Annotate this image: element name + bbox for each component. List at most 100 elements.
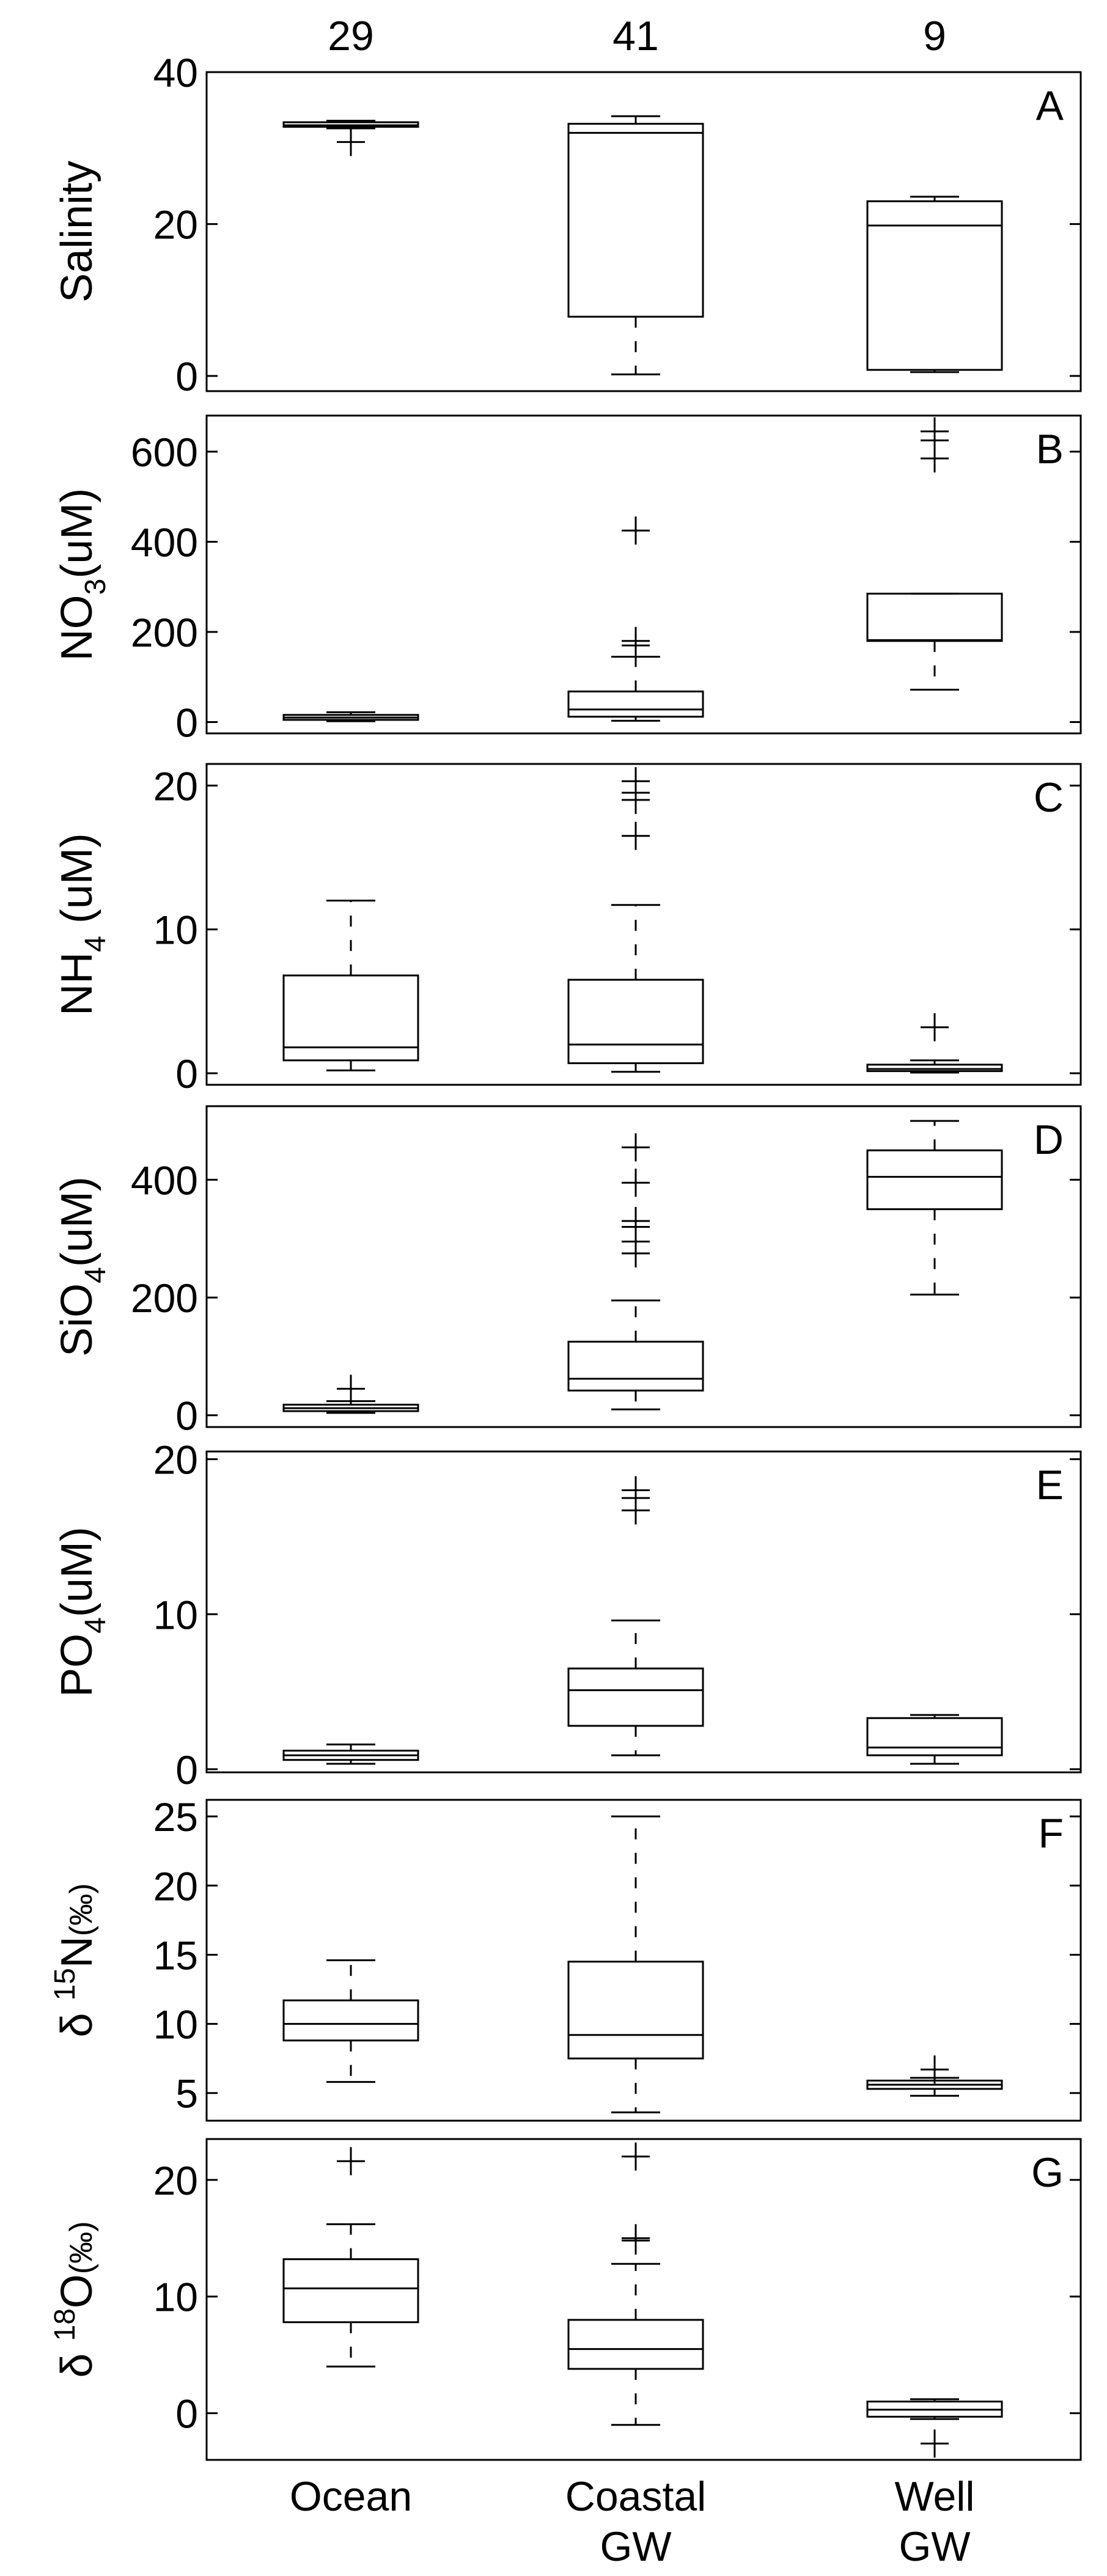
box-iqr: [567, 123, 704, 318]
box-0: [282, 1959, 419, 2083]
outlier-marker: [921, 1013, 949, 1041]
box-iqr: [866, 1149, 1003, 1211]
box-iqr: [567, 2319, 704, 2370]
y-axis-label-symbol: δ: [53, 2000, 101, 2037]
x-label-1: Coastal: [565, 2473, 707, 2520]
y-tick-label: 5: [175, 2071, 198, 2116]
box-2: [866, 417, 1003, 691]
panel-g: G 0 10 20 δ 18O(‰): [49, 2138, 1082, 2461]
y-axis-label-base: NO: [53, 595, 101, 661]
y-axis-label-sub: 4: [79, 1617, 112, 1634]
y-axis-label: SiO4(uM): [53, 1176, 112, 1357]
y-axis-label: PO4(uM): [53, 1527, 112, 1697]
axes-frame: [205, 414, 1082, 735]
box-1: [567, 767, 704, 1073]
box-1: [567, 1815, 704, 2113]
box-1: [567, 1133, 704, 1411]
sample-counts: 29 41 9: [328, 13, 946, 59]
y-tick-label: 10: [153, 2275, 198, 2320]
y-tick-label: 20: [153, 2158, 198, 2203]
y-tick-label: 20: [153, 1863, 198, 1909]
y-tick-label: 15: [153, 1932, 198, 1978]
y-axis-label-tail: (uM): [53, 1176, 101, 1267]
box-2: [866, 1714, 1003, 1765]
axes-frame: [205, 1105, 1082, 1428]
y-axis-label: δ 15N(‰): [49, 1883, 101, 2037]
box-iqr: [866, 1063, 1003, 1073]
y-tick-label: 0: [175, 1393, 198, 1439]
box-1: [567, 115, 704, 376]
outlier-marker: [921, 2429, 949, 2458]
box-2: [866, 196, 1003, 373]
y-axis-label-sub: 3: [79, 579, 112, 595]
y-axis-label: NO3(uM): [53, 488, 112, 661]
box-iqr: [567, 1961, 704, 2060]
box-iqr: [282, 2258, 419, 2324]
panels: A02040SalinityB0200400600NO3(uM)C01020NH…: [49, 50, 1082, 2461]
panel-b: B 0 200 400 600 NO3(uM): [53, 414, 1082, 746]
box-0: [282, 2147, 419, 2368]
panel-letter: A: [1036, 83, 1064, 129]
y-tick-label: 400: [131, 520, 198, 565]
outlier-marker: [622, 1133, 650, 1162]
box-0: [282, 711, 419, 722]
panel-letter: D: [1034, 1117, 1064, 1163]
box-iqr: [866, 592, 1003, 642]
sample-count-2: 9: [923, 13, 946, 59]
x-sublabel-1: GW: [600, 2523, 671, 2570]
outlier-marker: [622, 1169, 650, 1197]
y-tick-label: 20: [153, 763, 198, 809]
outlier-marker: [622, 1476, 650, 1505]
box-iqr: [866, 200, 1003, 371]
y-axis-label-base: NH: [53, 952, 101, 1016]
outlier-marker: [622, 516, 650, 545]
box-0: [282, 120, 419, 156]
y-axis-label-unit: (‰): [64, 2221, 99, 2274]
box-0: [282, 1374, 419, 1414]
y-tick-label: 10: [153, 2002, 198, 2047]
y-tick-label: 0: [175, 1051, 198, 1096]
axes-frame: [205, 2138, 1082, 2461]
outlier-marker: [622, 821, 650, 850]
y-tick-label: 0: [175, 2391, 198, 2437]
box-1: [567, 2142, 704, 2426]
outlier-marker: [337, 2147, 365, 2176]
box-iqr: [282, 1999, 419, 2042]
box-iqr: [567, 690, 704, 718]
x-label-0: Ocean: [290, 2473, 412, 2520]
panel-letter: F: [1038, 1810, 1064, 1857]
y-axis-label-tail: (uM): [53, 833, 101, 936]
box-iqr: [567, 1667, 704, 1727]
y-axis-label-tail: O: [53, 2274, 101, 2308]
y-axis-label-tail: (uM): [53, 488, 101, 579]
y-tick-label: 600: [131, 430, 198, 475]
y-tick-label: 0: [175, 354, 198, 399]
outlier-marker: [622, 2142, 650, 2171]
panel-d: D 0 200 400 SiO4(uM): [53, 1105, 1082, 1439]
y-axis-label-tail: (uM): [53, 1527, 101, 1617]
outlier-marker: [337, 1374, 365, 1403]
axes-frame: [205, 763, 1082, 1086]
panel-c: C 0 10 20 NH4 (uM): [53, 763, 1082, 1096]
outlier-marker: [337, 128, 365, 156]
y-tick-label: 20: [153, 1437, 198, 1483]
y-axis-label-unit: (‰): [64, 1883, 99, 1936]
panel-letter: G: [1031, 2149, 1064, 2196]
y-axis-label-tail: N: [53, 1936, 101, 1968]
box-iqr: [567, 1340, 704, 1392]
y-axis-label: Salinity: [53, 161, 101, 303]
outlier-marker: [622, 2224, 650, 2253]
box-0: [282, 1743, 419, 1765]
y-tick-label: 10: [153, 908, 198, 953]
box-2: [866, 2055, 1003, 2097]
y-axis-label-base: PO: [53, 1634, 101, 1697]
panel-letter: C: [1034, 774, 1064, 821]
y-tick-label: 20: [153, 202, 198, 248]
y-tick-label: 200: [131, 610, 198, 655]
y-tick-label: 400: [131, 1158, 198, 1203]
y-tick-label: 0: [175, 700, 198, 746]
y-axis-label-symbol: δ: [53, 2341, 101, 2377]
y-axis-label-sup: 15: [49, 1968, 81, 2000]
